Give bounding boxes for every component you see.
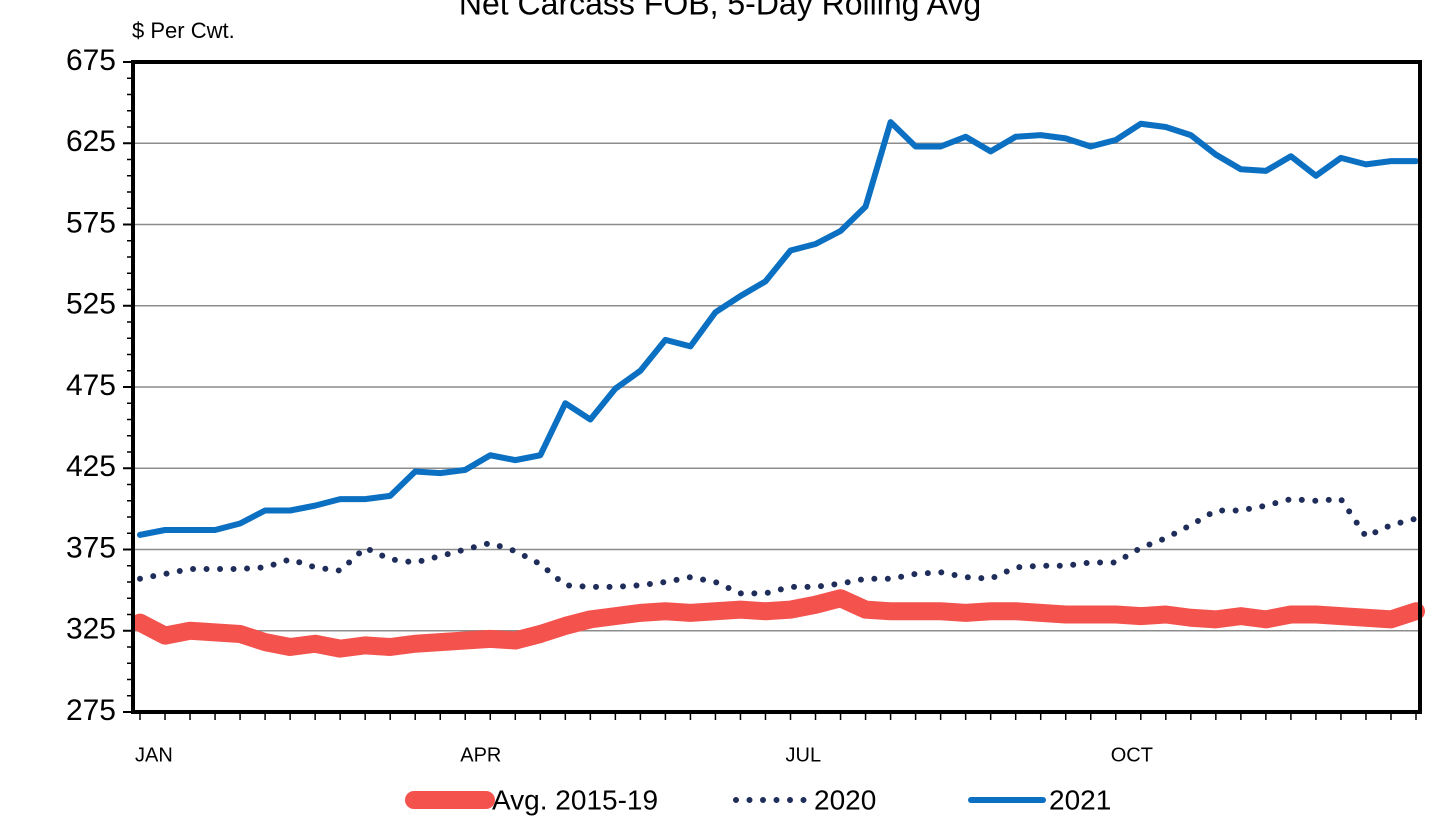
y-tick-label: 575 [66,206,116,239]
x-tick-label: OCT [1111,744,1153,766]
x-tick-label: APR [460,744,501,766]
y-tick-label: 525 [66,288,116,321]
legend-label: Avg. 2015-19 [492,784,658,815]
y-tick-label: 475 [66,369,116,402]
y-tick-label: 675 [66,44,116,77]
y-tick-label: 275 [66,694,116,727]
y-tick-label: 425 [66,450,116,483]
x-tick-label: JUL [786,744,822,766]
x-tick-label: JAN [135,744,173,766]
series-line [131,589,1425,658]
plot-border [131,60,1422,714]
chart-title: Net Carcass FOB, 5-Day Rolling Avg [459,0,981,21]
y-tick-label: 625 [66,125,116,158]
legend-label: 2020 [814,784,876,815]
y-tick-label: 325 [66,613,116,646]
y-tick-label: 375 [66,531,116,564]
series-line [137,496,1419,597]
legend-label: 2021 [1049,784,1111,815]
y-axis-label: $ Per Cwt. [132,18,235,43]
series-line [137,119,1419,538]
